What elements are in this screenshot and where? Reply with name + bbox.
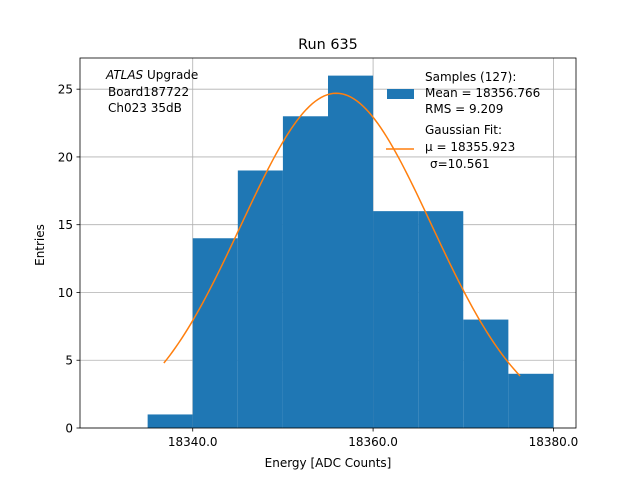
- annotation-atlas: ATLAS: [105, 68, 144, 82]
- histogram-bar: [328, 75, 374, 428]
- histogram-bar: [192, 238, 238, 428]
- histogram-bar: [282, 116, 328, 429]
- chart-title: Run 635: [298, 37, 358, 53]
- y-tick-label: 0: [65, 422, 73, 436]
- y-tick-label: 5: [65, 354, 73, 368]
- board-annotation: ATLAS Upgrade Board187722 Ch023 35dB: [105, 68, 198, 115]
- histogram-bar: [373, 211, 419, 428]
- legend-fit-title: Gaussian Fit:: [425, 123, 502, 137]
- gaussian-fit: [163, 92, 521, 377]
- histogram-bar: [237, 170, 283, 428]
- legend: Samples (127): Mean = 18356.766 RMS = 9.…: [386, 70, 540, 171]
- y-axis-ticks: 0 5 10 15 20 25: [58, 83, 80, 436]
- histogram-bar: [418, 211, 464, 428]
- x-axis-label: Energy [ADC Counts]: [265, 456, 392, 470]
- y-tick-label: 10: [58, 286, 73, 300]
- y-tick-label: 15: [58, 218, 73, 232]
- legend-samples-rms: RMS = 9.209: [425, 102, 503, 116]
- histogram-bar: [508, 373, 554, 428]
- legend-swatch-samples: [387, 89, 414, 99]
- annotation-upgrade: Upgrade: [143, 68, 198, 82]
- legend-samples-mean: Mean = 18356.766: [425, 86, 540, 100]
- x-axis-ticks: 18340.0 18360.0 18380.0: [168, 428, 578, 449]
- histogram-bar: [463, 319, 509, 428]
- legend-samples-title: Samples (127):: [425, 70, 516, 84]
- histogram-bar: [147, 414, 193, 428]
- x-tick-label: 18360.0: [348, 435, 398, 449]
- y-tick-label: 20: [58, 150, 73, 164]
- legend-fit-sigma: σ=10.561: [430, 157, 490, 171]
- y-axis-label: Entries: [33, 224, 47, 266]
- x-tick-label: 18340.0: [168, 435, 218, 449]
- gaussian-fit-curve: [163, 92, 521, 377]
- annotation-line-2: Board187722: [108, 85, 189, 99]
- plot-frame: [79, 57, 577, 429]
- histogram-bars: [147, 75, 554, 429]
- annotation-line-1: ATLAS Upgrade: [105, 68, 198, 82]
- legend-fit-mu: μ = 18355.923: [425, 140, 515, 154]
- x-tick-label: 18380.0: [529, 435, 579, 449]
- annotation-line-3: Ch023 35dB: [108, 101, 182, 115]
- y-tick-label: 25: [58, 83, 73, 97]
